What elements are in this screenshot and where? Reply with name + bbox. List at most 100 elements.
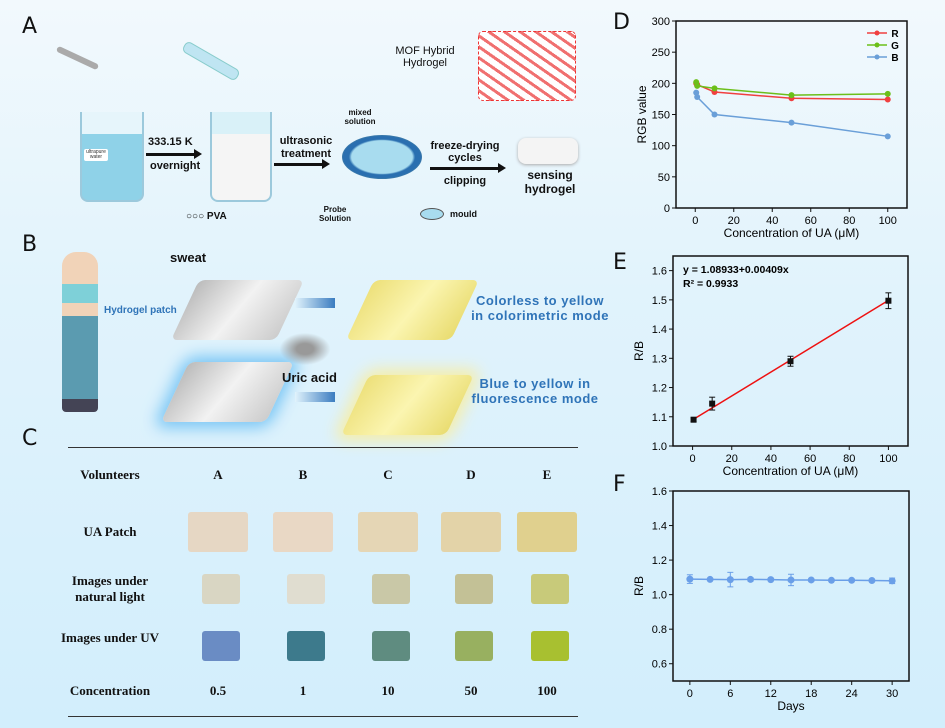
concentration-value: 100 (537, 683, 557, 698)
ua-patch-photo (517, 512, 577, 552)
uric-acid-label: Uric acid (282, 370, 337, 385)
table-header: B (298, 467, 308, 482)
beaker-pva (210, 112, 272, 202)
step1-label: 333.15 K (148, 136, 193, 148)
legend-marker (874, 30, 880, 36)
legend-label: G (891, 41, 899, 52)
ua-patch-photo (273, 512, 333, 552)
arrow (430, 163, 506, 173)
natural-light-photo (372, 574, 410, 604)
uric-acid-molecule (275, 330, 335, 368)
uv-photo (372, 631, 410, 661)
data-point (787, 358, 794, 365)
uv-photo (287, 631, 325, 661)
concentration-value: 1 (299, 683, 307, 698)
data-point (787, 576, 795, 584)
data-point (686, 575, 694, 583)
y-tick-label: 100 (652, 141, 670, 153)
uv-photo (202, 631, 240, 661)
data-point-G (788, 92, 795, 99)
table-header: D (466, 467, 476, 482)
r-squared: R² = 0.9933 (683, 278, 738, 290)
table-header: A (213, 467, 223, 482)
mof-network-inset (478, 31, 576, 101)
step3-label: freeze-drying cycles (430, 140, 500, 164)
table-header: Volunteers (80, 467, 140, 482)
data-point (885, 297, 892, 304)
step3-sub-label: clipping (443, 175, 487, 187)
y-tick-label: 300 (652, 16, 670, 28)
table-rule-bottom (68, 716, 578, 717)
data-point (690, 416, 697, 423)
data-point-R (884, 96, 891, 103)
x-tick-label: 40 (766, 215, 778, 227)
ua-patch-photo (358, 512, 418, 552)
mixed-solution-label: mixed solution (344, 108, 376, 126)
x-tick-label: 40 (765, 453, 777, 465)
ua-patch-photo (441, 512, 501, 552)
data-point-B (694, 94, 701, 101)
plot-frame (672, 490, 910, 682)
panel-label-c: C (22, 426, 38, 451)
data-point-B (788, 119, 795, 126)
plot-frame (675, 20, 908, 209)
mof-inset-label: MOF Hybrid Hydrogel (395, 45, 455, 69)
natural-light-photo (455, 574, 493, 604)
y-tick-label: 150 (652, 110, 670, 122)
hydrogel-patch-label: Hydrogel patch (104, 305, 177, 316)
mould-icon (420, 208, 444, 220)
data-point (807, 576, 815, 584)
natural-light-photo (202, 574, 240, 604)
x-tick-label: 20 (728, 215, 740, 227)
hydrogel-icon (518, 138, 578, 164)
step1-sub-label: overnight (150, 160, 201, 172)
data-point-G (884, 90, 891, 97)
panel-label-d: D (613, 10, 630, 35)
x-tick-label: 0 (692, 215, 698, 227)
data-point (747, 575, 755, 583)
y-tick-label: 1.2 (652, 555, 667, 567)
y-tick-label: 0 (664, 203, 670, 215)
colorimetric-mode-label: Colorless to yellow in colorimetric mode (471, 293, 609, 323)
plot-frame (672, 255, 909, 447)
legend-label: R (891, 29, 899, 40)
y-tick-label: 250 (652, 47, 670, 59)
x-tick-label: 18 (805, 688, 817, 700)
x-tick-label: 100 (879, 453, 897, 465)
x-tick-label: 80 (843, 453, 855, 465)
fit-equation: y = 1.08933+0.00409x (683, 264, 789, 276)
panel-label-e: E (613, 250, 627, 275)
x-tick-label: 60 (805, 215, 817, 227)
panel-label-f: F (613, 472, 626, 497)
x-tick-label: 100 (879, 215, 897, 227)
legend-marker (874, 42, 880, 48)
uv-photo (455, 631, 493, 661)
table-rule-top (68, 447, 578, 448)
natural-light-photo (287, 574, 325, 604)
data-point (868, 576, 876, 584)
x-tick-label: 0 (687, 688, 693, 700)
row-label: Images under natural light (71, 573, 149, 604)
data-point (767, 576, 775, 584)
y-tick-label: 200 (652, 78, 670, 90)
legend-probe: Probe Solution (319, 205, 351, 223)
data-point (848, 576, 856, 584)
y-tick-label: 1.1 (652, 412, 667, 424)
y-tick-label: 1.2 (652, 383, 667, 395)
y-axis-label: R/B (632, 576, 646, 596)
x-tick-label: 80 (843, 215, 855, 227)
concentration-value: 10 (381, 683, 395, 698)
y-axis-label: R/B (632, 341, 646, 361)
data-point (726, 576, 734, 584)
y-tick-label: 1.3 (652, 353, 667, 365)
arrow-icon (295, 392, 335, 402)
y-tick-label: 1.0 (652, 441, 667, 453)
row-label: Images under UV (61, 630, 159, 645)
x-axis-label: Concentration of UA (μM) (723, 464, 859, 478)
y-tick-label: 1.5 (652, 295, 667, 307)
data-point (827, 576, 835, 584)
legend-pva: ○○○ PVA (186, 211, 227, 222)
y-tick-label: 50 (658, 172, 670, 184)
